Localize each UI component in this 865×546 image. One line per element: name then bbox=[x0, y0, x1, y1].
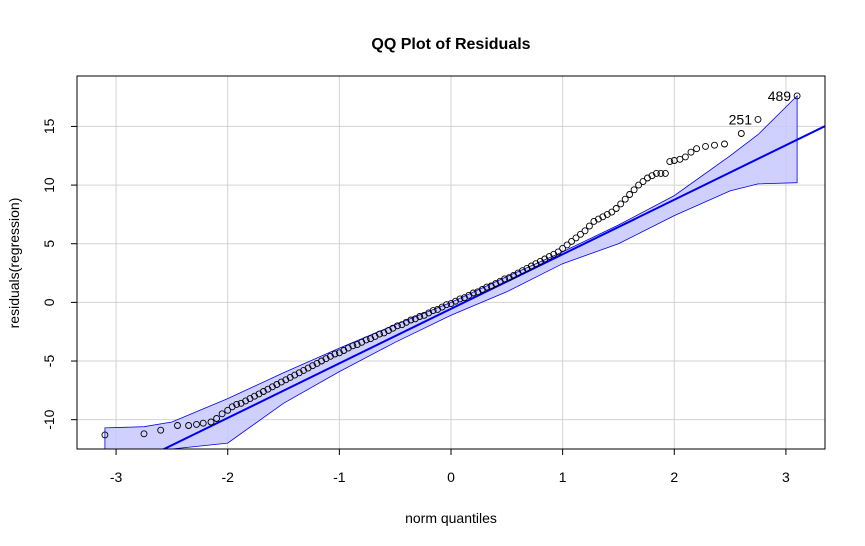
data-point bbox=[657, 169, 665, 177]
reference-line bbox=[161, 125, 825, 449]
data-point bbox=[559, 244, 567, 252]
x-tick-label: 2 bbox=[670, 469, 678, 485]
x-tick-label: 1 bbox=[559, 469, 567, 485]
x-tick-label: -1 bbox=[333, 469, 346, 485]
data-point bbox=[626, 191, 634, 198]
envelope-area bbox=[104, 94, 798, 449]
qq-reference-line bbox=[161, 125, 825, 449]
data-point bbox=[737, 130, 745, 137]
data-points bbox=[101, 92, 801, 439]
data-point bbox=[483, 283, 491, 291]
data-point bbox=[157, 426, 165, 434]
data-point bbox=[393, 322, 401, 330]
y-tick-label: 15 bbox=[41, 118, 57, 134]
data-point bbox=[429, 307, 437, 315]
data-point bbox=[585, 222, 593, 230]
confidence-envelope bbox=[104, 94, 798, 449]
y-tick-label: -10 bbox=[41, 409, 57, 429]
data-point bbox=[193, 420, 200, 428]
x-tick-label: -2 bbox=[221, 469, 234, 485]
data-point bbox=[581, 227, 589, 235]
y-tick-label: 5 bbox=[41, 240, 57, 248]
data-point bbox=[185, 422, 193, 429]
data-point bbox=[407, 316, 415, 324]
data-point bbox=[140, 430, 148, 438]
data-point bbox=[721, 140, 728, 148]
y-axis: -10 -5 0 5 10 15 bbox=[41, 118, 78, 430]
data-point bbox=[456, 295, 464, 303]
data-point bbox=[199, 419, 207, 427]
data-point bbox=[793, 92, 801, 100]
data-point bbox=[568, 237, 576, 245]
data-point bbox=[676, 155, 684, 163]
data-point bbox=[652, 169, 660, 177]
point-labels: 489 251 bbox=[729, 88, 792, 127]
data-point bbox=[469, 289, 477, 297]
data-point bbox=[711, 141, 718, 149]
data-point bbox=[207, 418, 215, 426]
x-axis-label: norm quantiles bbox=[405, 510, 497, 526]
data-point bbox=[362, 336, 370, 344]
y-tick-label: 0 bbox=[41, 298, 57, 306]
data-point bbox=[563, 241, 571, 249]
x-axis: -3 -2 -1 0 1 2 3 bbox=[110, 448, 790, 485]
point-label-489: 489 bbox=[768, 88, 792, 104]
data-point bbox=[224, 406, 232, 414]
data-point bbox=[218, 410, 226, 418]
data-point bbox=[621, 195, 629, 203]
data-point bbox=[617, 200, 625, 208]
data-point bbox=[233, 400, 241, 408]
data-point bbox=[639, 178, 647, 186]
y-tick-label: -5 bbox=[41, 355, 57, 368]
data-point bbox=[681, 153, 689, 161]
data-point bbox=[693, 145, 701, 153]
data-point bbox=[608, 208, 616, 216]
x-tick-label: -3 bbox=[110, 469, 123, 485]
x-tick-label: 0 bbox=[447, 469, 455, 485]
data-point bbox=[554, 248, 562, 256]
chart-title: QQ Plot of Residuals bbox=[371, 36, 530, 53]
data-point bbox=[416, 313, 424, 320]
data-point bbox=[666, 158, 674, 166]
data-point bbox=[687, 148, 695, 156]
data-point bbox=[635, 181, 643, 189]
x-tick-label: 3 bbox=[782, 469, 790, 485]
data-point bbox=[101, 431, 109, 439]
data-point bbox=[349, 342, 357, 350]
data-point bbox=[501, 275, 509, 283]
data-point bbox=[213, 415, 221, 422]
data-point bbox=[630, 186, 638, 194]
data-point bbox=[577, 230, 584, 238]
data-point bbox=[443, 301, 450, 309]
grid-lines bbox=[77, 76, 825, 449]
data-point bbox=[702, 142, 709, 150]
data-point bbox=[376, 330, 383, 338]
data-point bbox=[612, 205, 620, 212]
y-tick-label: 10 bbox=[41, 177, 57, 193]
y-axis-label: residuals(regression) bbox=[6, 198, 22, 329]
data-point bbox=[661, 169, 669, 177]
point-label-251: 251 bbox=[729, 111, 753, 127]
data-point bbox=[572, 234, 580, 242]
data-point bbox=[754, 115, 762, 123]
data-point bbox=[174, 422, 181, 429]
data-point bbox=[331, 350, 339, 358]
